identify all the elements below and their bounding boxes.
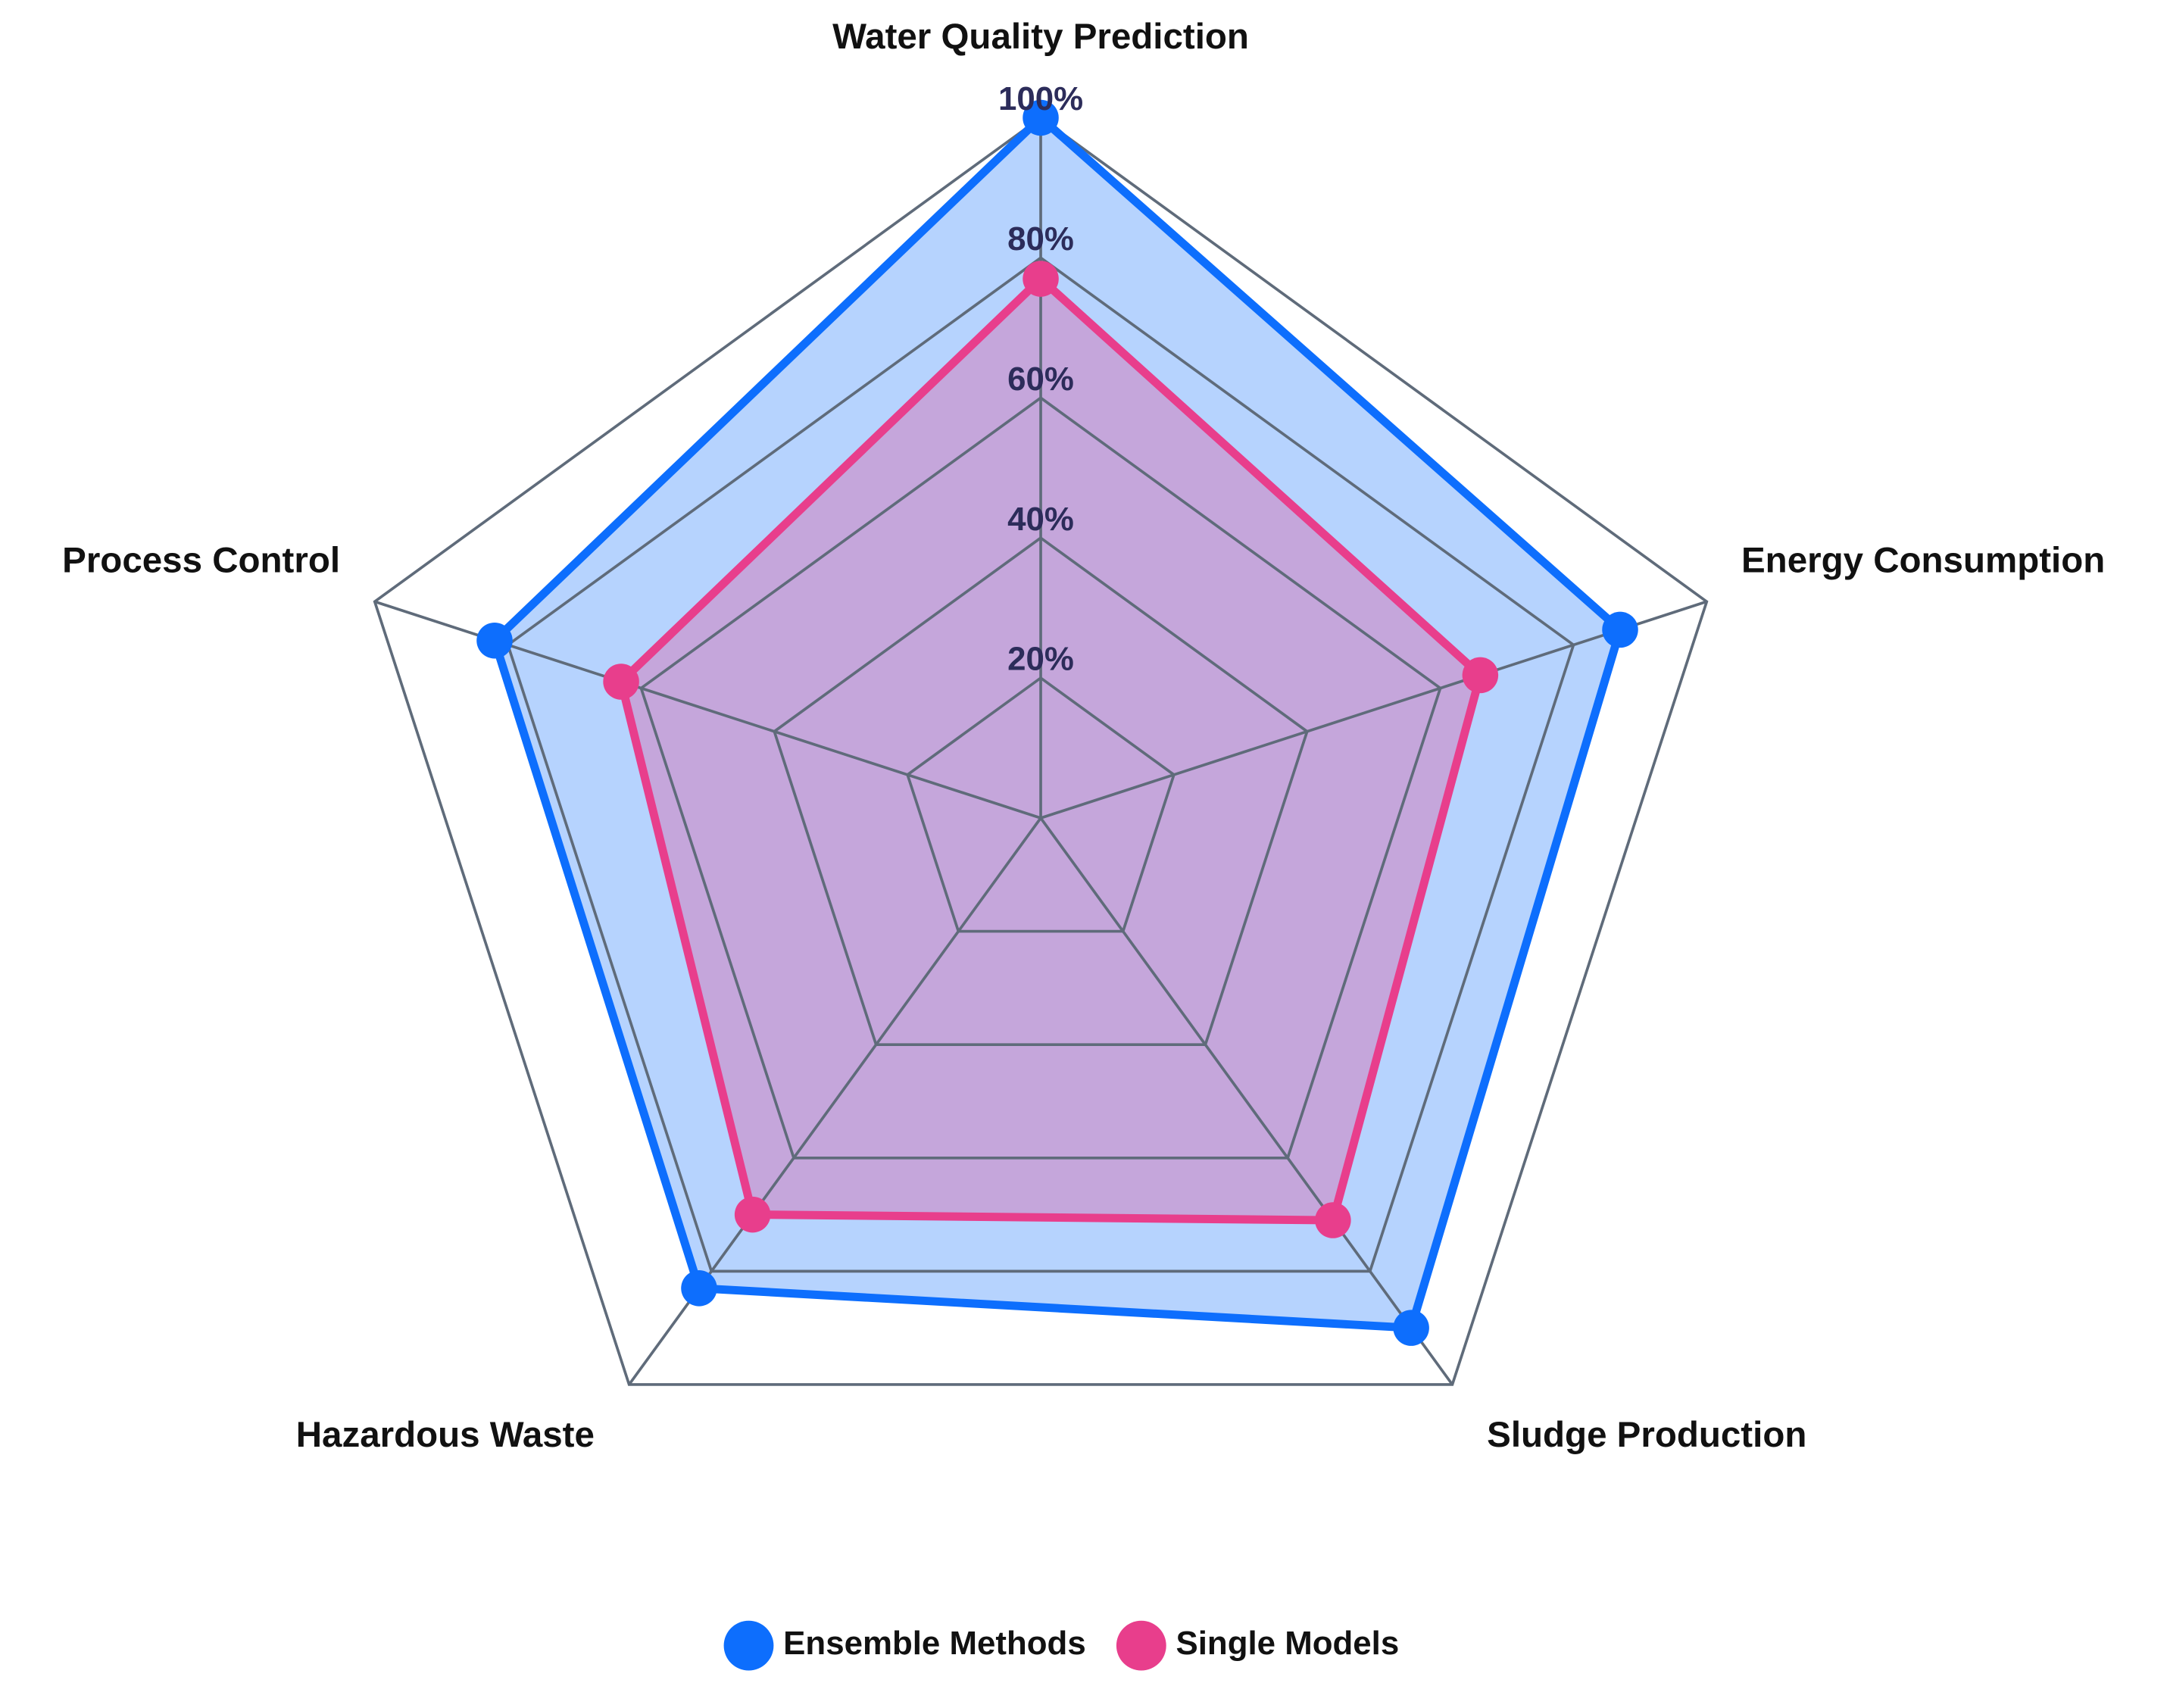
data-point xyxy=(1602,611,1638,648)
data-point xyxy=(1023,261,1059,297)
grid-ring xyxy=(373,116,1709,1386)
grid-ring xyxy=(506,256,1575,1273)
r-tick-label: 80% xyxy=(1007,220,1074,258)
axis-spoke xyxy=(1039,817,1453,1386)
series-area xyxy=(495,117,1621,1329)
r-tick-label: 100% xyxy=(998,80,1083,117)
r-tick-label: 20% xyxy=(1007,641,1074,678)
legend-label: Ensemble Methods xyxy=(783,1625,1086,1662)
grid-ring xyxy=(639,396,1442,1160)
data-point xyxy=(1315,1202,1351,1238)
r-tick-label: 60% xyxy=(1007,361,1074,398)
category-label: Process Control xyxy=(62,541,340,581)
legend-marker xyxy=(1116,1620,1166,1671)
grid-ring xyxy=(906,676,1176,933)
series-line xyxy=(490,113,1625,1332)
r-tick-label: 40% xyxy=(1007,501,1074,538)
data-point xyxy=(1023,99,1059,136)
axis-spoke xyxy=(1040,600,1707,820)
legend-label: Single Models xyxy=(1176,1625,1399,1662)
category-label: Hazardous Waste xyxy=(296,1415,595,1455)
legend-marker xyxy=(723,1620,774,1671)
series-line xyxy=(617,274,1485,1225)
data-point xyxy=(681,1270,717,1307)
data-point xyxy=(603,664,639,700)
category-label: Sludge Production xyxy=(1487,1415,1806,1455)
category-label: Energy Consumption xyxy=(1741,541,2105,581)
data-point xyxy=(1393,1310,1429,1346)
data-point xyxy=(734,1196,771,1233)
data-point xyxy=(1462,657,1499,694)
category-label: Water Quality Prediction xyxy=(832,17,1249,57)
grid-ring xyxy=(773,536,1309,1047)
data-point xyxy=(476,622,513,659)
series-area xyxy=(621,279,1481,1221)
